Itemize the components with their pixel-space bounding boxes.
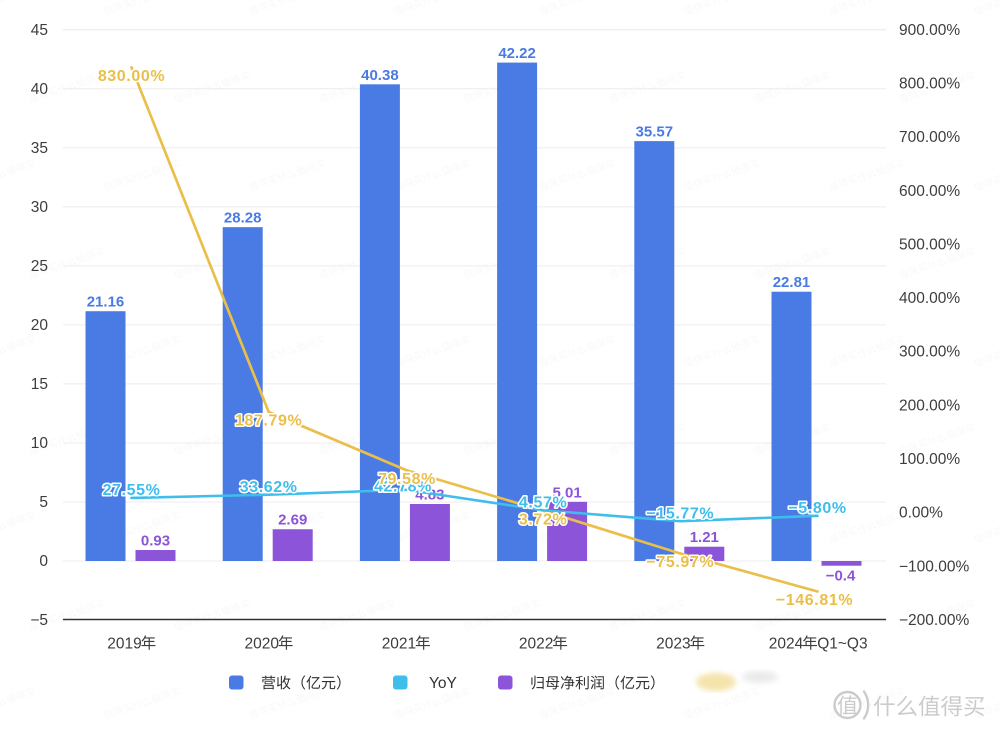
svg-text:40.38: 40.38 <box>361 67 399 84</box>
svg-text:35: 35 <box>31 140 48 157</box>
svg-text:500.00%: 500.00% <box>899 236 960 253</box>
svg-text:10: 10 <box>31 435 49 452</box>
svg-text:2023: 2023 <box>656 636 690 653</box>
svg-text:0: 0 <box>39 553 48 570</box>
svg-text:42.78%: 42.78% <box>374 479 432 496</box>
svg-text:−0.4: −0.4 <box>826 568 856 585</box>
svg-text:0.93: 0.93 <box>141 533 170 550</box>
svg-text:40: 40 <box>31 81 49 98</box>
svg-text:2020: 2020 <box>245 636 280 653</box>
svg-text:400.00%: 400.00% <box>899 290 960 307</box>
svg-text:−5.80%: −5.80% <box>788 500 846 517</box>
svg-text:2024: 2024 <box>769 636 804 653</box>
svg-text:35.57: 35.57 <box>636 124 674 141</box>
svg-text:−146.81%: −146.81% <box>776 592 853 609</box>
svg-text:2019: 2019 <box>107 636 141 653</box>
svg-text:−200.00%: −200.00% <box>899 612 969 629</box>
svg-text:79.58%: 79.58% <box>378 471 436 488</box>
svg-text:2021: 2021 <box>382 636 416 653</box>
svg-text:42.22: 42.22 <box>498 45 536 62</box>
svg-text:5: 5 <box>39 494 48 511</box>
svg-text:5.01: 5.01 <box>552 484 581 501</box>
svg-text:15: 15 <box>31 376 48 393</box>
svg-text:800.00%: 800.00% <box>899 75 960 92</box>
svg-text:4.57%: 4.57% <box>519 494 567 511</box>
svg-text:3.72%: 3.72% <box>519 511 567 528</box>
svg-text:20: 20 <box>31 317 49 334</box>
svg-text:900.00%: 900.00% <box>899 22 960 39</box>
svg-text:27.55%: 27.55% <box>103 482 161 499</box>
svg-text:4.83: 4.83 <box>415 486 444 503</box>
svg-text:−5: −5 <box>30 612 48 629</box>
svg-text:700.00%: 700.00% <box>899 129 960 146</box>
svg-text:22.81: 22.81 <box>773 274 811 291</box>
svg-text:200.00%: 200.00% <box>899 397 960 414</box>
svg-text:25: 25 <box>31 258 48 275</box>
svg-text:830.00%: 830.00% <box>98 68 165 85</box>
svg-text:2.69: 2.69 <box>278 512 307 529</box>
svg-text:30: 30 <box>31 199 49 216</box>
svg-text:300.00%: 300.00% <box>899 344 960 361</box>
svg-text:−100.00%: −100.00% <box>899 558 969 575</box>
svg-text:28.28: 28.28 <box>224 210 262 227</box>
svg-text:Q1~Q3: Q1~Q3 <box>817 636 867 653</box>
svg-text:187.79%: 187.79% <box>235 413 302 430</box>
svg-text:1.21: 1.21 <box>690 529 719 546</box>
svg-text:33.62%: 33.62% <box>240 479 298 496</box>
svg-text:−15.77%: −15.77% <box>646 505 714 522</box>
svg-text:100.00%: 100.00% <box>899 451 960 468</box>
svg-text:−75.97%: −75.97% <box>646 554 714 571</box>
svg-text:21.16: 21.16 <box>87 294 125 311</box>
svg-text:YoY: YoY <box>429 675 457 692</box>
svg-text:600.00%: 600.00% <box>899 183 960 200</box>
svg-text:0.00%: 0.00% <box>899 505 943 522</box>
svg-text:2022: 2022 <box>519 636 553 653</box>
svg-text:45: 45 <box>31 22 48 39</box>
